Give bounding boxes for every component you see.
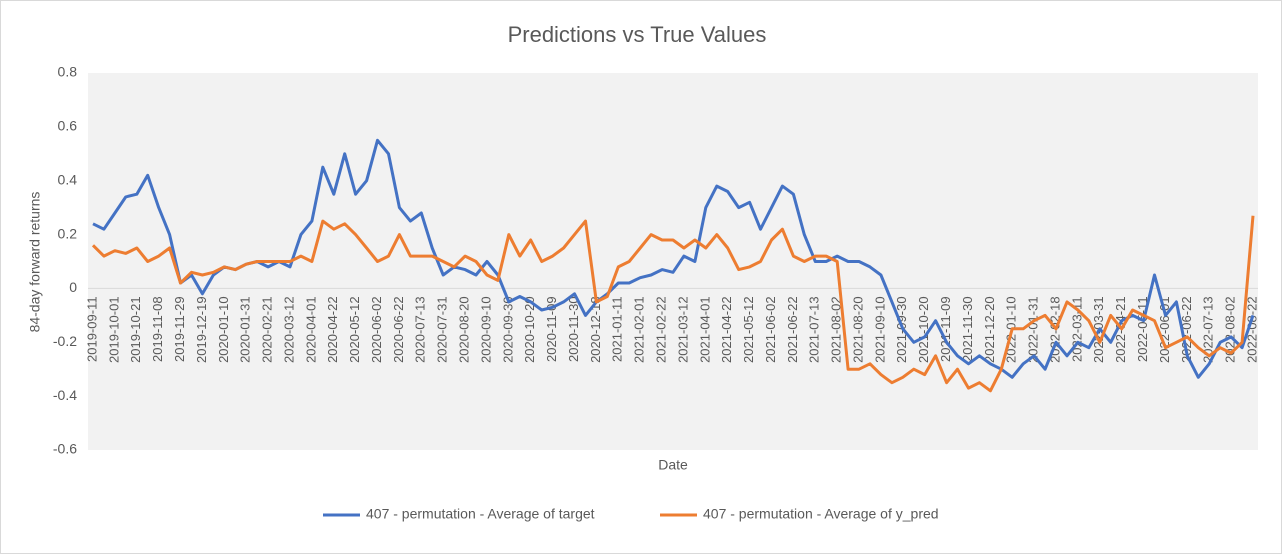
x-tick-label: 2021-08-02 <box>829 296 844 363</box>
x-tick-label: 2020-05-12 <box>347 296 362 363</box>
x-tick-label: 2022-06-22 <box>1179 296 1194 363</box>
x-tick-label: 2021-02-22 <box>653 296 668 363</box>
x-tick-label: 2021-11-30 <box>960 296 975 362</box>
y-axis-title: 84-day forward returns <box>27 192 43 333</box>
x-tick-label: 2022-07-13 <box>1201 296 1216 363</box>
y-tick-label: -0.2 <box>53 333 77 349</box>
x-tick-label: 2021-07-13 <box>807 296 822 363</box>
y-tick-label: 0.8 <box>58 64 78 80</box>
x-tick-label: 2021-05-12 <box>741 296 756 363</box>
x-tick-label: 2019-09-11 <box>84 296 99 362</box>
x-tick-label: 2019-10-01 <box>106 296 121 363</box>
x-tick-label: 2021-01-11 <box>610 296 625 362</box>
y-tick-label: -0.4 <box>53 387 77 403</box>
x-tick-label: 2021-03-12 <box>675 296 690 363</box>
x-tick-label: 2020-07-31 <box>435 296 450 363</box>
x-tick-label: 2020-10-20 <box>522 296 537 363</box>
x-tick-label: 2020-08-20 <box>457 296 472 363</box>
x-tick-label: 2020-04-01 <box>303 296 318 363</box>
x-tick-label: 2020-12-18 <box>588 296 603 363</box>
x-tick-label: 2021-04-22 <box>719 296 734 363</box>
x-tick-label: 2021-06-22 <box>785 296 800 363</box>
x-tick-label: 2020-11-09 <box>544 296 559 362</box>
x-tick-label: 2019-10-21 <box>128 296 143 363</box>
x-tick-label: 2020-01-31 <box>238 296 253 363</box>
x-tick-label: 2021-08-20 <box>850 296 865 363</box>
x-axis-title: Date <box>658 457 688 473</box>
legend-label: 407 - permutation - Average of target <box>366 506 595 522</box>
x-tick-label: 2020-06-02 <box>369 296 384 363</box>
x-tick-label: 2020-09-30 <box>500 296 515 363</box>
x-tick-label: 2019-11-29 <box>172 296 187 362</box>
chart-title: Predictions vs True Values <box>508 22 767 47</box>
y-tick-label: 0.2 <box>58 225 78 241</box>
y-tick-label: 0 <box>69 279 77 295</box>
legend-label: 407 - permutation - Average of y_pred <box>703 506 939 522</box>
x-tick-label: 2021-02-01 <box>632 296 647 363</box>
x-tick-label: 2019-11-08 <box>150 296 165 362</box>
y-tick-label: 0.6 <box>58 118 78 134</box>
y-tick-label: 0.4 <box>58 171 78 187</box>
x-tick-label: 2022-08-22 <box>1244 296 1259 363</box>
x-tick-label: 2020-02-21 <box>260 296 275 363</box>
x-tick-label: 2020-11-30 <box>566 296 581 362</box>
series-line <box>91 215 1255 393</box>
x-tick-label: 2019-12-19 <box>194 296 209 363</box>
x-tick-label: 2022-08-02 <box>1223 296 1238 363</box>
x-tick-label: 2021-04-01 <box>697 296 712 363</box>
x-tick-label: 2020-07-13 <box>413 296 428 363</box>
y-tick-label: -0.6 <box>53 441 77 457</box>
x-tick-label: 2021-06-02 <box>763 296 778 363</box>
x-tick-label: 2022-01-31 <box>1026 296 1041 363</box>
x-tick-label: 2021-10-20 <box>916 296 931 363</box>
series-line <box>92 138 1255 379</box>
x-tick-label: 2020-03-12 <box>281 296 296 363</box>
x-tick-label: 2020-01-10 <box>216 296 231 363</box>
x-tick-label: 2020-04-22 <box>325 296 340 363</box>
x-tick-label: 2020-06-22 <box>391 296 406 363</box>
x-tick-label: 2021-09-10 <box>872 296 887 363</box>
x-tick-label: 2020-09-10 <box>478 296 493 363</box>
x-tick-label: 2021-12-20 <box>982 296 997 363</box>
